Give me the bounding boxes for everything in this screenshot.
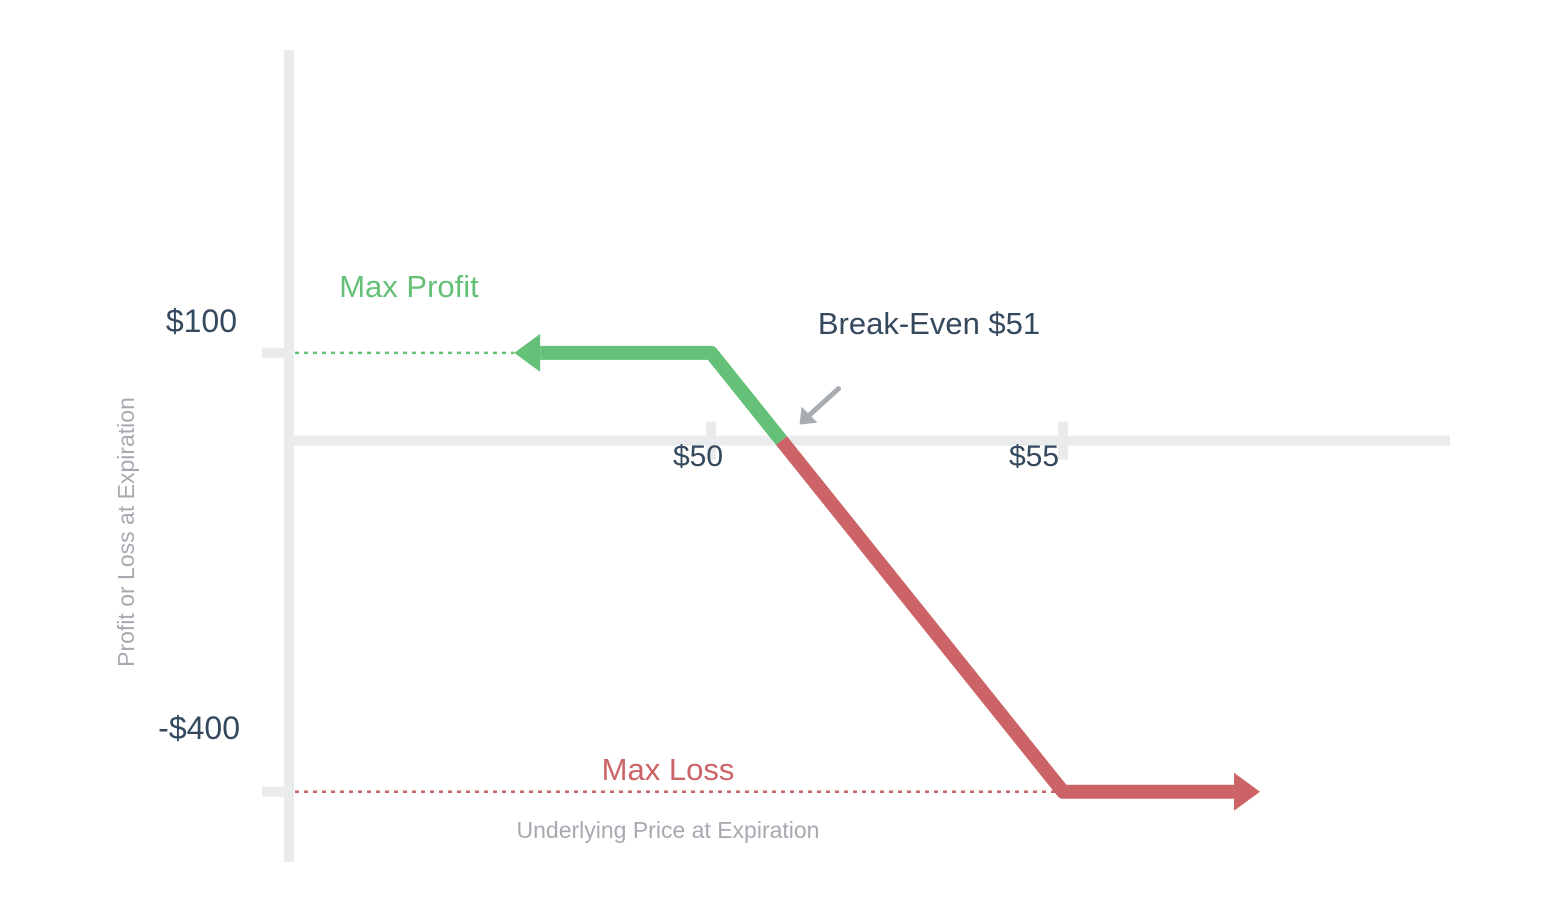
breakeven-pointer bbox=[799, 386, 842, 425]
y-tick-label-100: $100 bbox=[166, 303, 237, 339]
breakeven-pointer-head bbox=[799, 406, 818, 425]
profit-arrowhead bbox=[514, 333, 541, 372]
axes bbox=[262, 50, 1450, 862]
payoff-profit-segment bbox=[540, 345, 788, 446]
x-tick-label-55: $55 bbox=[1009, 440, 1059, 473]
loss-arrowhead bbox=[1234, 772, 1261, 811]
y-axis-title: Profit or Loss at Expiration bbox=[113, 397, 139, 667]
max-profit-annotation: Max Profit bbox=[339, 269, 479, 304]
breakeven-annotation: Break-Even $51 bbox=[818, 306, 1040, 341]
chart-labels: $100 -$400 $50 $55 Max Profit Max Loss B… bbox=[113, 269, 1059, 843]
max-loss-annotation: Max Loss bbox=[602, 752, 735, 787]
x-axis-title: Underlying Price at Expiration bbox=[517, 817, 820, 843]
y-tick-label-minus-400: -$400 bbox=[158, 710, 240, 746]
x-tick-label-50: $50 bbox=[673, 440, 723, 473]
breakeven-pointer-shaft bbox=[804, 386, 842, 421]
payoff-series bbox=[514, 333, 1261, 811]
payoff-loss-segment bbox=[776, 436, 1235, 799]
guide-lines bbox=[295, 351, 1063, 794]
